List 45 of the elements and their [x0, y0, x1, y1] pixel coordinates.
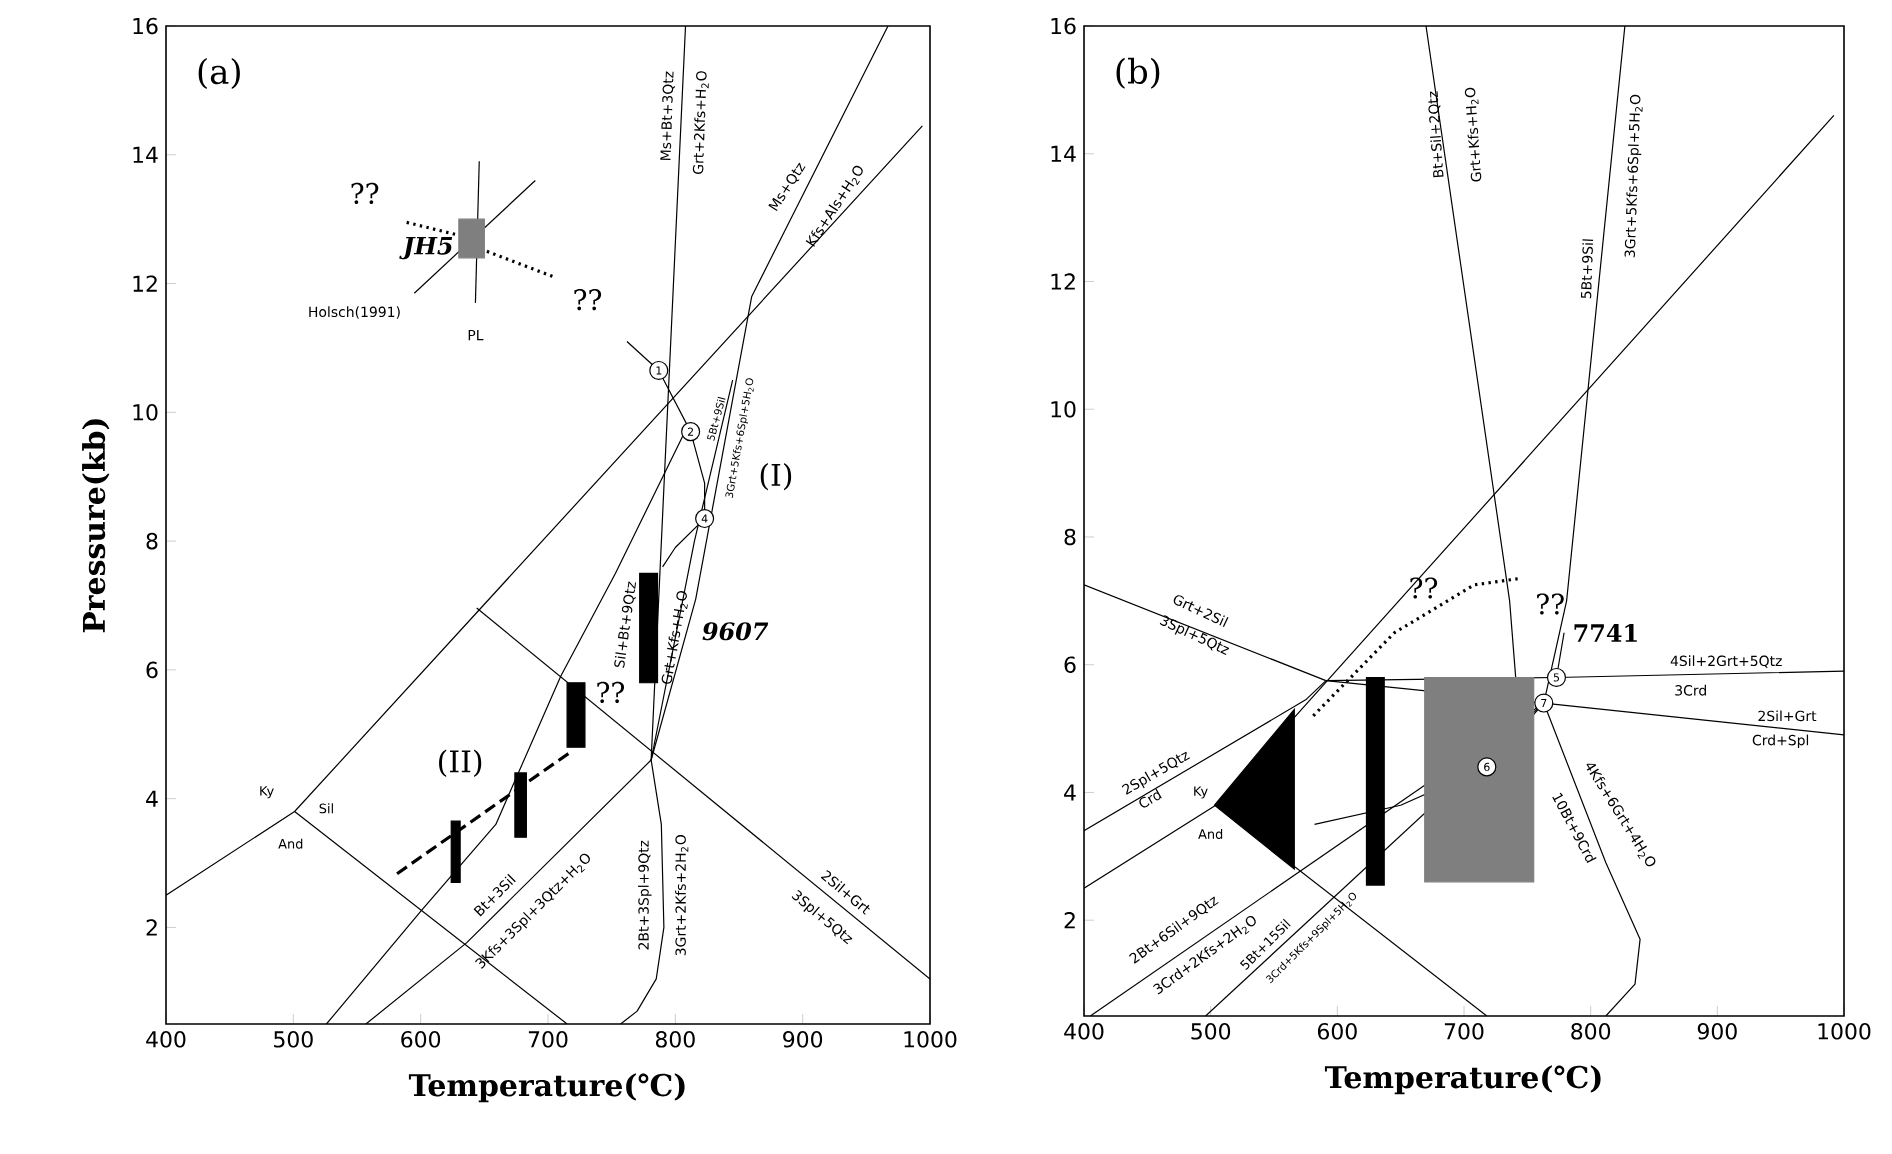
y-tick-label: 8 — [146, 532, 158, 550]
y-tick-label: 6 — [146, 661, 158, 679]
y-tick-label: 2 — [146, 919, 157, 936]
y-tick-label: 4 — [146, 790, 158, 807]
y-tick-label: 6 — [1064, 656, 1076, 673]
x-tick-label: 500 — [274, 1031, 313, 1048]
x-axis-title: Temperature(℃) — [1324, 1065, 1601, 1095]
annotation: (I) — [760, 463, 792, 491]
x-tick-label: 900 — [783, 1031, 823, 1048]
y-tick-label: 14 — [1051, 145, 1076, 162]
x-tick-label: 700 — [528, 1031, 568, 1048]
y-tick-label: 8 — [1064, 528, 1076, 546]
text: (b) — [1116, 57, 1160, 89]
annotation: ?? — [597, 681, 625, 703]
y-tick-label: 12 — [1051, 273, 1075, 290]
y-tick-label: 4 — [1064, 784, 1076, 801]
x-tick-label: 1000 — [1818, 1023, 1871, 1040]
y-tick-label: 16 — [133, 17, 158, 35]
x-tick-label: 800 — [1571, 1023, 1611, 1040]
annotation: ?? — [574, 289, 602, 311]
x-tick-label: 400 — [146, 1031, 186, 1048]
y-tick-label: 10 — [1051, 400, 1076, 418]
annotation: ?? — [1537, 593, 1564, 615]
x-tick-label: 700 — [1444, 1023, 1484, 1040]
x-tick-label: 600 — [1317, 1023, 1357, 1040]
annotation: 9607 — [702, 622, 769, 641]
annotation: (II) — [439, 749, 482, 777]
annotation: JH5 — [399, 236, 453, 260]
annotation: ?? — [1410, 577, 1438, 599]
annotation: ?? — [351, 182, 379, 204]
x-tick-label: 400 — [1064, 1023, 1104, 1040]
x-axis-title: Temperature(℃) — [408, 1073, 685, 1103]
text: (a) — [198, 57, 240, 89]
y-tick-label: 14 — [133, 146, 158, 163]
x-tick-label: 900 — [1697, 1023, 1737, 1040]
y-tick-label: 10 — [133, 404, 158, 421]
x-tick-label: 800 — [655, 1031, 695, 1048]
x-tick-label: 500 — [1191, 1023, 1231, 1040]
x-tick-label: 1000 — [904, 1031, 957, 1048]
annotation: 7741 — [1574, 623, 1637, 642]
x-tick-label: 600 — [401, 1031, 441, 1048]
y-tick-label: 12 — [133, 275, 157, 292]
y-axis-title: Pressure(kb) — [82, 419, 110, 633]
y-tick-label: 16 — [1051, 17, 1076, 35]
y-tick-label: 2 — [1064, 912, 1075, 929]
